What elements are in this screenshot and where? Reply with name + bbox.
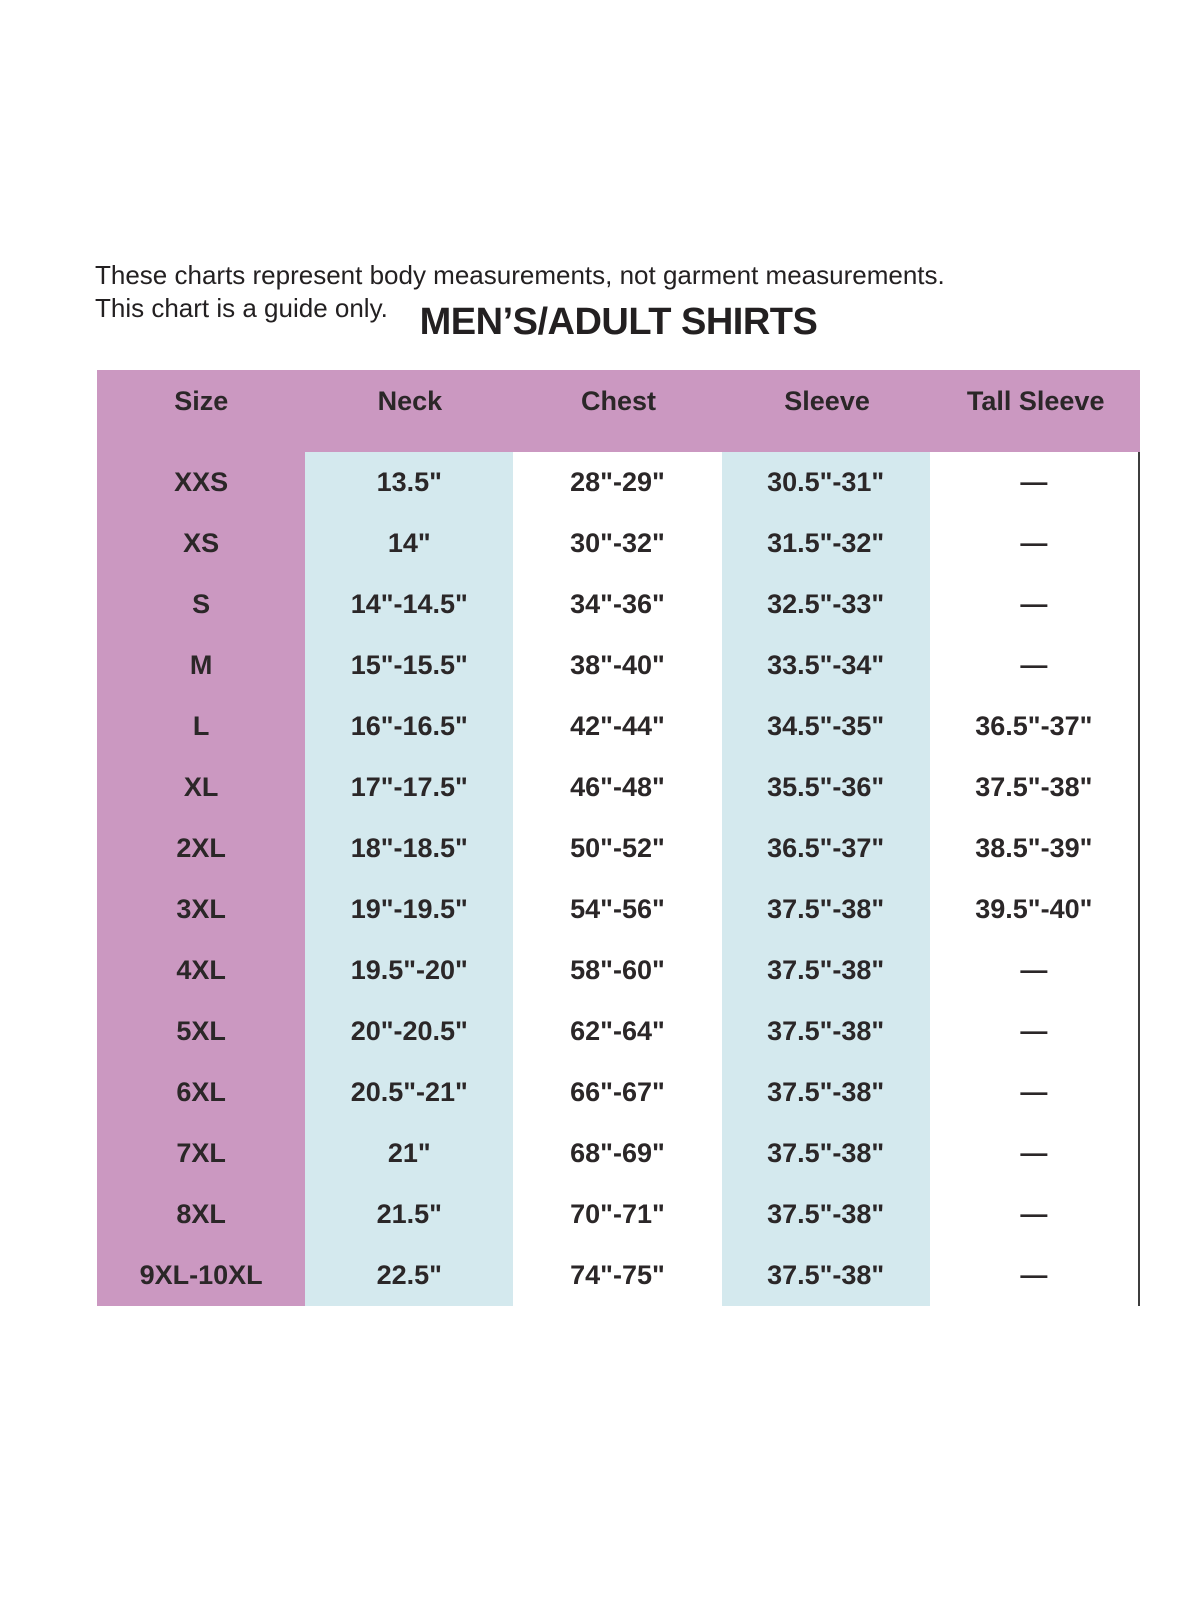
cell-size: M [97, 635, 306, 696]
cell-size: 4XL [97, 940, 306, 1001]
header-tall-sleeve: Tall Sleeve [966, 386, 1105, 416]
cell-neck: 18"-18.5" [305, 818, 514, 879]
cell-tall-sleeve: 38.5"-39" [929, 818, 1138, 879]
table-body: XXS 13.5" 28"-29" 30.5"-31" — XS 14" 30"… [97, 452, 1140, 1306]
cell-chest: 30"-32" [513, 513, 722, 574]
cell-size: L [97, 696, 306, 757]
cell-chest: 68"-69" [513, 1123, 722, 1184]
cell-sleeve: 36.5"-37" [721, 818, 930, 879]
cell-tall-sleeve: 36.5"-37" [929, 696, 1138, 757]
cell-tall-sleeve: — [929, 1062, 1138, 1123]
cell-tall-sleeve: 39.5"-40" [929, 879, 1138, 940]
cell-sleeve: 34.5"-35" [721, 696, 930, 757]
intro-text: These charts represent body measurements… [95, 259, 945, 325]
header-size: Size [174, 386, 229, 416]
cell-chest: 42"-44" [513, 696, 722, 757]
cell-sleeve: 35.5"-36" [721, 757, 930, 818]
table-row: 8XL 21.5" 70"-71" 37.5"-38" — [97, 1184, 1138, 1245]
cell-size: 5XL [97, 1001, 306, 1062]
cell-neck: 22.5" [305, 1245, 514, 1306]
header-chest: Chest [580, 386, 656, 416]
cell-tall-sleeve: — [929, 513, 1138, 574]
table-row: 4XL 19.5"-20" 58"-60" 37.5"-38" — [97, 940, 1138, 1001]
cell-chest: 66"-67" [513, 1062, 722, 1123]
cell-tall-sleeve: — [929, 1184, 1138, 1245]
cell-tall-sleeve: — [929, 574, 1138, 635]
table-row: M 15"-15.5" 38"-40" 33.5"-34" — [97, 635, 1138, 696]
cell-chest: 50"-52" [513, 818, 722, 879]
cell-size: 7XL [97, 1123, 306, 1184]
cell-sleeve: 37.5"-38" [721, 940, 930, 1001]
table-row: S 14"-14.5" 34"-36" 32.5"-33" — [97, 574, 1138, 635]
cell-sleeve: 33.5"-34" [721, 635, 930, 696]
cell-tall-sleeve: — [929, 1245, 1138, 1306]
table-header: Size Neck Chest Sleeve Tall Sleeve [97, 370, 1140, 452]
cell-sleeve: 32.5"-33" [721, 574, 930, 635]
cell-size: 9XL-10XL [97, 1245, 306, 1306]
cell-neck: 20.5"-21" [305, 1062, 514, 1123]
cell-chest: 62"-64" [513, 1001, 722, 1062]
cell-chest: 70"-71" [513, 1184, 722, 1245]
cell-chest: 38"-40" [513, 635, 722, 696]
cell-size: S [97, 574, 306, 635]
cell-chest: 46"-48" [513, 757, 722, 818]
table-row: 6XL 20.5"-21" 66"-67" 37.5"-38" — [97, 1062, 1138, 1123]
cell-sleeve: 37.5"-38" [721, 1123, 930, 1184]
cell-neck: 14" [305, 513, 514, 574]
cell-neck: 16"-16.5" [305, 696, 514, 757]
cell-chest: 34"-36" [513, 574, 722, 635]
cell-neck: 20"-20.5" [305, 1001, 514, 1062]
cell-sleeve: 37.5"-38" [721, 1062, 930, 1123]
header-neck: Neck [377, 386, 443, 416]
cell-chest: 74"-75" [513, 1245, 722, 1306]
cell-neck: 14"-14.5" [305, 574, 514, 635]
cell-neck: 21" [305, 1123, 514, 1184]
table-row: XL 17"-17.5" 46"-48" 35.5"-36" 37.5"-38" [97, 757, 1138, 818]
header-sleeve: Sleeve [784, 386, 870, 416]
table-row: XXS 13.5" 28"-29" 30.5"-31" — [97, 452, 1138, 513]
cell-sleeve: 37.5"-38" [721, 1184, 930, 1245]
cell-neck: 21.5" [305, 1184, 514, 1245]
table-row: 7XL 21" 68"-69" 37.5"-38" — [97, 1123, 1138, 1184]
cell-size: 3XL [97, 879, 306, 940]
cell-tall-sleeve: — [929, 1001, 1138, 1062]
cell-sleeve: 37.5"-38" [721, 1001, 930, 1062]
cell-size: XL [97, 757, 306, 818]
table-row: 5XL 20"-20.5" 62"-64" 37.5"-38" — [97, 1001, 1138, 1062]
cell-sleeve: 31.5"-32" [721, 513, 930, 574]
cell-neck: 19"-19.5" [305, 879, 514, 940]
cell-neck: 19.5"-20" [305, 940, 514, 1001]
table-row: L 16"-16.5" 42"-44" 34.5"-35" 36.5"-37" [97, 696, 1138, 757]
cell-neck: 15"-15.5" [305, 635, 514, 696]
table-row: XS 14" 30"-32" 31.5"-32" — [97, 513, 1138, 574]
cell-neck: 17"-17.5" [305, 757, 514, 818]
cell-tall-sleeve: — [929, 452, 1138, 513]
size-chart-table: Size Neck Chest Sleeve Tall Sleeve XXS 1… [97, 370, 1140, 1306]
cell-neck: 13.5" [305, 452, 514, 513]
table-row: 9XL-10XL 22.5" 74"-75" 37.5"-38" — [97, 1245, 1138, 1306]
cell-size: 6XL [97, 1062, 306, 1123]
cell-sleeve: 37.5"-38" [721, 879, 930, 940]
cell-tall-sleeve: 37.5"-38" [929, 757, 1138, 818]
cell-size: 8XL [97, 1184, 306, 1245]
table-row: 2XL 18"-18.5" 50"-52" 36.5"-37" 38.5"-39… [97, 818, 1138, 879]
cell-sleeve: 37.5"-38" [721, 1245, 930, 1306]
cell-size: XXS [97, 452, 306, 513]
cell-tall-sleeve: — [929, 635, 1138, 696]
intro-line-2: This chart is a guide only. [95, 293, 388, 323]
cell-chest: 54"-56" [513, 879, 722, 940]
cell-chest: 28"-29" [513, 452, 722, 513]
cell-size: XS [97, 513, 306, 574]
intro-line-1: These charts represent body measurements… [95, 260, 945, 290]
cell-tall-sleeve: — [929, 940, 1138, 1001]
cell-size: 2XL [97, 818, 306, 879]
cell-tall-sleeve: — [929, 1123, 1138, 1184]
table-row: 3XL 19"-19.5" 54"-56" 37.5"-38" 39.5"-40… [97, 879, 1138, 940]
page-title: MEN’S/ADULT SHIRTS [419, 301, 818, 343]
cell-sleeve: 30.5"-31" [721, 452, 930, 513]
cell-chest: 58"-60" [513, 940, 722, 1001]
